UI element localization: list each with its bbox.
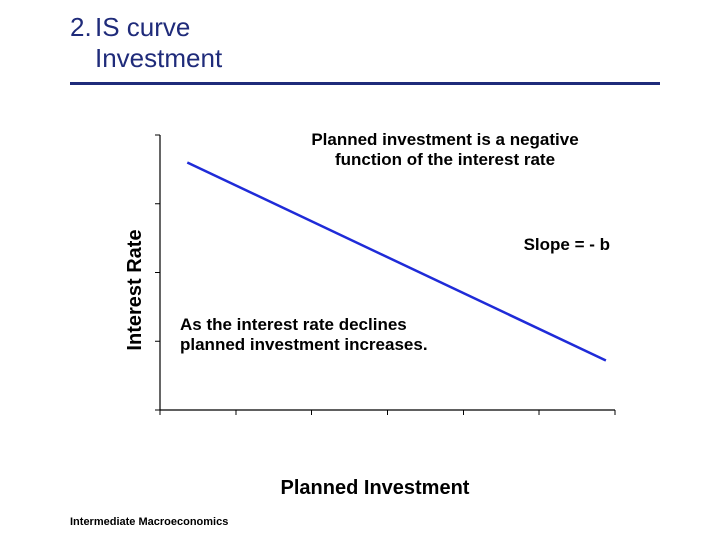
title-underline: [70, 82, 660, 85]
plot-area: Planned investment is a negative functio…: [150, 130, 620, 420]
footer-text: Intermediate Macroeconomics: [70, 516, 228, 528]
title-line-2: Investment: [95, 43, 222, 74]
annotation-top-line2: function of the interest rate: [270, 150, 620, 170]
title-number: 2.: [70, 12, 92, 43]
annotation-top: Planned investment is a negative functio…: [270, 130, 620, 170]
annotation-bottom: As the interest rate declines planned in…: [180, 315, 428, 355]
annotation-bottom-line1: As the interest rate declines: [180, 315, 428, 335]
annotation-bottom-line2: planned investment increases.: [180, 335, 428, 355]
chart-svg: [150, 130, 620, 420]
x-axis-label: Planned Investment: [110, 477, 640, 500]
y-axis-label: Interest Rate: [124, 229, 147, 350]
annotation-slope-text: Slope = - b: [524, 235, 610, 254]
slide-title: IS curve Investment: [95, 12, 222, 74]
title-line-1: IS curve: [95, 12, 222, 43]
slide: 2. IS curve Investment Interest Rate Pla…: [0, 0, 720, 540]
chart: Interest Rate Planned investment is a ne…: [110, 120, 640, 460]
annotation-slope: Slope = - b: [524, 235, 610, 255]
annotation-top-line1: Planned investment is a negative: [270, 130, 620, 150]
